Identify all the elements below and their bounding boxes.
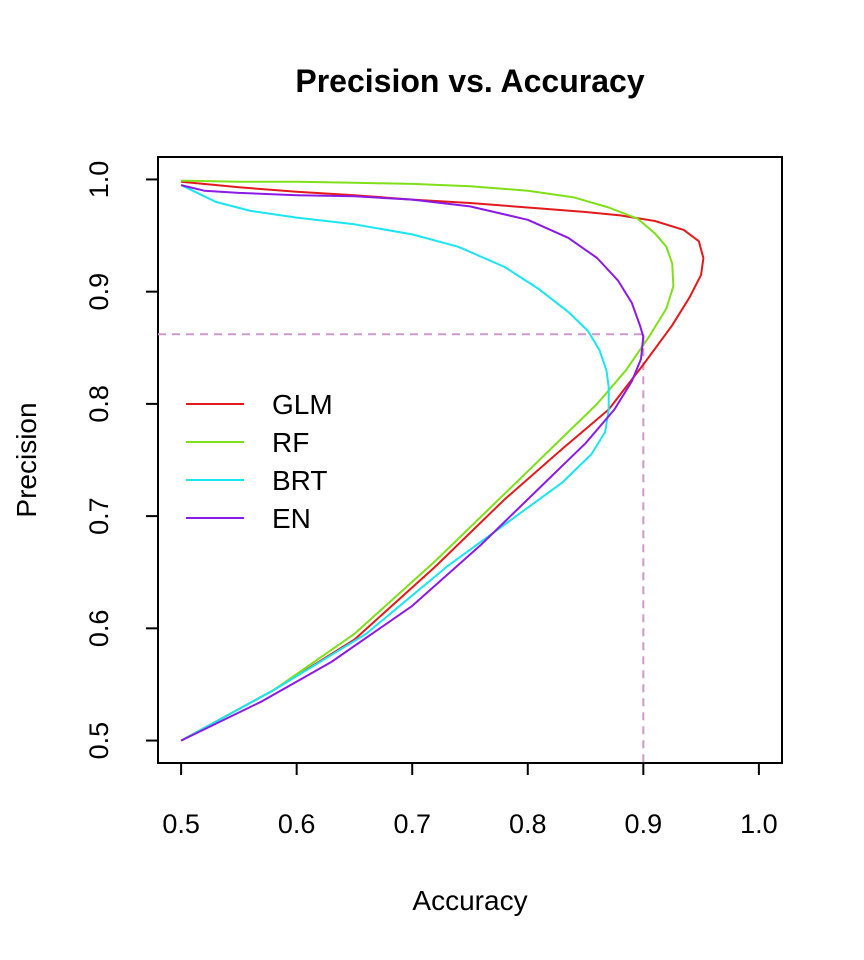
y-tick-label: 0.5: [84, 722, 114, 760]
series-line-en: [180, 184, 645, 742]
plot-area-frame: [157, 156, 783, 764]
x-tick-label: 0.5: [162, 809, 200, 839]
y-axis: 0.5 0.6 0.7 0.8 0.9 1.0: [84, 161, 158, 760]
x-tick-label: 0.7: [393, 809, 431, 839]
series-layer: [180, 179, 705, 742]
legend-label-en: EN: [272, 503, 311, 534]
legend: GLM RF BRT EN: [186, 389, 333, 534]
y-tick-label: 0.8: [84, 385, 114, 423]
y-tick-label: 0.7: [84, 497, 114, 535]
y-axis-label: Precision: [11, 402, 42, 517]
series-line-brt: [180, 184, 610, 742]
x-tick-label: 1.0: [740, 809, 778, 839]
legend-label-glm: GLM: [272, 389, 333, 420]
x-axis: 0.5 0.6 0.7 0.8 0.9 1.0: [162, 763, 778, 839]
series-line-glm: [180, 180, 705, 742]
x-axis-label: Accuracy: [412, 885, 527, 916]
x-tick-label: 0.8: [509, 809, 547, 839]
series-line-rf: [180, 179, 675, 742]
chart-title: Precision vs. Accuracy: [295, 63, 644, 99]
legend-label-rf: RF: [272, 427, 309, 458]
reference-lines: [158, 333, 645, 763]
y-tick-label: 0.6: [84, 610, 114, 648]
y-tick-label: 1.0: [84, 161, 114, 199]
y-tick-label: 0.9: [84, 273, 114, 311]
legend-label-brt: BRT: [272, 465, 328, 496]
x-tick-label: 0.9: [625, 809, 663, 839]
x-tick-label: 0.6: [278, 809, 316, 839]
